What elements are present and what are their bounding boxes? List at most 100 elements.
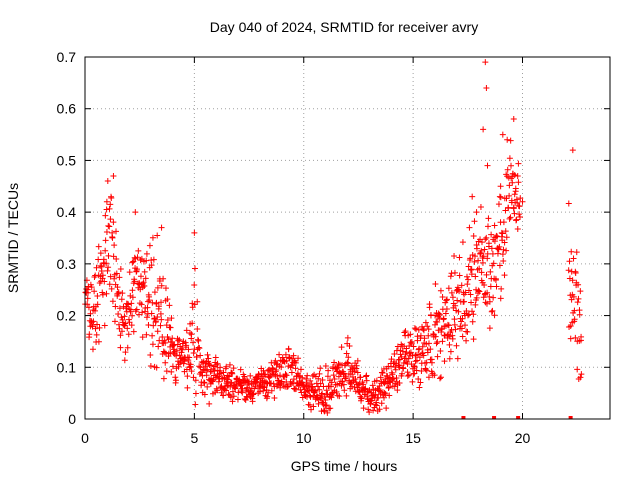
data-point <box>467 255 474 262</box>
data-point <box>411 370 418 377</box>
data-point <box>143 314 150 321</box>
data-point <box>504 136 511 143</box>
data-point <box>99 291 106 298</box>
data-point <box>158 316 165 323</box>
data-point <box>134 254 141 261</box>
data-point <box>473 294 480 301</box>
data-point <box>128 322 135 329</box>
zero-marker <box>461 416 466 419</box>
data-point <box>201 379 208 386</box>
data-point <box>506 192 513 199</box>
data-point <box>146 297 153 304</box>
data-point <box>306 402 313 409</box>
data-point <box>175 337 182 344</box>
data-point <box>405 372 412 379</box>
data-point <box>514 172 521 179</box>
data-point <box>494 245 501 252</box>
data-point <box>480 294 487 301</box>
data-point <box>459 315 466 322</box>
data-point <box>315 375 322 382</box>
data-point <box>573 249 580 256</box>
data-point <box>162 359 169 366</box>
data-point <box>449 335 456 342</box>
data-point <box>101 278 108 285</box>
data-point <box>472 301 479 308</box>
data-point <box>488 231 495 238</box>
data-point <box>124 325 131 332</box>
data-point <box>388 356 395 363</box>
data-point <box>89 346 96 353</box>
data-point <box>503 195 510 202</box>
data-point <box>249 391 256 398</box>
data-point <box>454 297 461 304</box>
data-point <box>411 325 418 332</box>
data-point <box>493 232 500 239</box>
data-point <box>164 296 171 303</box>
data-point <box>373 377 380 384</box>
data-point <box>121 313 128 320</box>
data-point <box>343 350 350 357</box>
data-point <box>483 234 490 241</box>
data-point <box>434 353 441 360</box>
data-point <box>113 228 120 235</box>
data-point <box>184 384 191 391</box>
data-point <box>443 296 450 303</box>
data-point <box>373 402 380 409</box>
data-point <box>297 386 304 393</box>
data-point <box>393 378 400 385</box>
data-point <box>328 379 335 386</box>
data-point <box>250 390 257 397</box>
data-point <box>354 369 361 376</box>
data-point <box>105 264 112 271</box>
data-point <box>142 275 149 282</box>
data-point <box>107 201 114 208</box>
data-point <box>398 353 405 360</box>
data-point <box>496 193 503 200</box>
data-point <box>173 347 180 354</box>
data-point <box>292 359 299 366</box>
data-point <box>324 391 331 398</box>
data-point <box>407 331 414 338</box>
data-point <box>420 352 427 359</box>
data-point <box>502 228 509 235</box>
data-point <box>500 219 507 226</box>
data-point <box>310 393 317 400</box>
data-point <box>354 357 361 364</box>
data-point <box>303 375 310 382</box>
data-point <box>104 267 111 274</box>
data-point <box>149 332 156 339</box>
data-point <box>425 326 432 333</box>
data-point <box>380 394 387 401</box>
data-point <box>503 247 510 254</box>
data-point <box>109 298 116 305</box>
data-point <box>472 273 479 280</box>
data-point <box>270 380 277 387</box>
data-point <box>442 310 449 317</box>
data-point <box>479 259 486 266</box>
data-point <box>119 290 126 297</box>
data-point <box>343 392 350 399</box>
data-point <box>578 333 585 340</box>
data-point <box>86 331 93 338</box>
chart-title: Day 040 of 2024, SRMTID for receiver avr… <box>210 19 478 35</box>
data-point <box>413 367 420 374</box>
data-point <box>316 370 323 377</box>
data-point <box>186 354 193 361</box>
data-point <box>242 397 249 404</box>
data-point <box>187 361 194 368</box>
data-point <box>464 312 471 319</box>
data-point <box>176 336 183 343</box>
data-point <box>498 285 505 292</box>
data-point <box>506 215 513 222</box>
data-point <box>93 331 100 338</box>
data-point <box>372 391 379 398</box>
data-point <box>130 328 137 335</box>
data-point <box>261 371 268 378</box>
data-point <box>191 265 198 272</box>
data-point <box>144 304 151 311</box>
data-point <box>353 362 360 369</box>
data-point <box>325 367 332 374</box>
data-point <box>323 387 330 394</box>
data-point <box>151 289 158 296</box>
data-point <box>88 284 95 291</box>
